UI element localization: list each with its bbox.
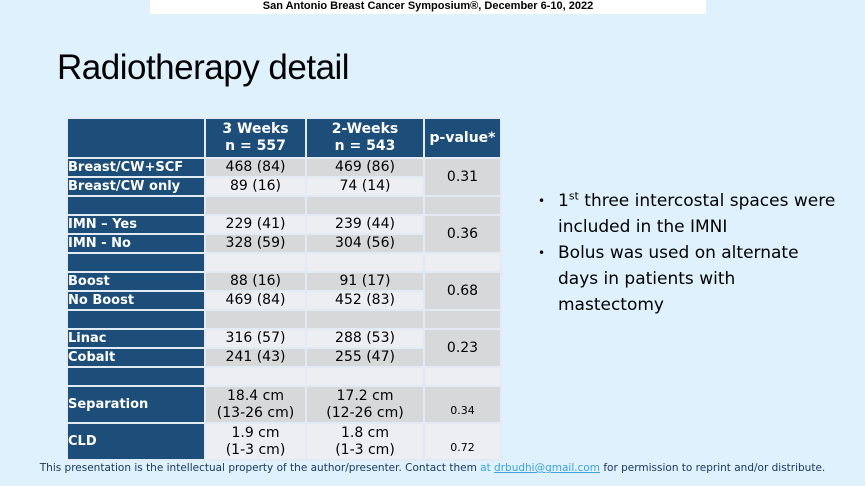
spacer-row — [66, 309, 502, 330]
footer-text-pre: This presentation is the intellectual pr… — [39, 462, 481, 474]
conference-header-band: San Antonio Breast Cancer Symposium®, De… — [150, 0, 706, 14]
footer-text-post: for permission to reprint and/or distrib… — [600, 462, 826, 474]
value-2weeks: 469 (86) — [305, 157, 425, 178]
spacer-row — [66, 252, 502, 273]
table-row: Breast/CW only 89 (16) 74 (14) — [66, 176, 501, 197]
table-row: CLD 1.9 cm (1-3 cm) 1.8 cm (1-3 cm) 0.72 — [66, 422, 502, 461]
footer-disclaimer: This presentation is the intellectual pr… — [0, 462, 865, 474]
value-2weeks: 1.8 cm (1-3 cm) — [305, 422, 425, 461]
value-3weeks: 89 (16) — [204, 176, 307, 197]
p-value-cell: 0.34 — [423, 385, 502, 424]
bullet-text: Bolus was used on alternate days in pati… — [558, 243, 799, 315]
value-3weeks: 328 (59) — [204, 233, 307, 254]
spacer-row — [66, 195, 502, 216]
value-3weeks: 469 (84) — [204, 290, 307, 311]
col-header-2weeks: 2-Weeks n = 543 — [305, 117, 425, 159]
bullet-text: 1st three intercostal spaces were includ… — [558, 189, 836, 237]
bullet-list: • 1st three intercostal spaces were incl… — [538, 188, 838, 318]
value-3weeks: 229 (41) — [204, 214, 307, 235]
p-value-cell: 0.36 — [423, 214, 502, 254]
table-row: Cobalt 241 (43) 255 (47) — [66, 347, 501, 368]
bullet-item-imni: • 1st three intercostal spaces were incl… — [538, 188, 838, 240]
col-header-3weeks: 3 Weeks n = 557 — [204, 117, 307, 159]
value-2weeks: 74 (14) — [305, 176, 425, 197]
value-2weeks: 239 (44) — [305, 214, 425, 235]
col-header-pvalue: p-value* — [423, 117, 502, 159]
value-3weeks: 241 (43) — [204, 347, 307, 368]
value-3weeks: 88 (16) — [204, 271, 307, 292]
bullet-dot: • — [538, 246, 546, 260]
table-corner-cell — [66, 117, 206, 159]
value-2weeks: 304 (56) — [305, 233, 425, 254]
value-2weeks: 452 (83) — [305, 290, 425, 311]
row-label: IMN - No — [66, 233, 206, 254]
bullet-item-bolus: • Bolus was used on alternate days in pa… — [538, 240, 838, 318]
conference-header: San Antonio Breast Cancer Symposium®, De… — [262, 0, 594, 12]
row-label: Breast/CW+SCF — [66, 157, 206, 178]
slide-title: Radiotherapy detail — [57, 48, 350, 87]
table-row: Separation 18.4 cm (13-26 cm) 17.2 cm (12-… — [66, 385, 502, 424]
bullet-dot: • — [538, 194, 546, 208]
row-label: Separation — [66, 385, 206, 424]
footer-at: at — [480, 462, 495, 474]
row-label: No Boost — [66, 290, 206, 311]
p-value-cell: 0.72 — [423, 422, 502, 461]
value-2weeks: 288 (53) — [305, 328, 425, 349]
radiotherapy-table: 3 Weeks n = 557 2-Weeks n = 543 p-value* B… — [66, 117, 502, 461]
value-2weeks: 17.2 cm (12-26 cm) — [305, 385, 425, 424]
table-row: IMN - No 328 (59) 304 (56) — [66, 233, 501, 254]
spacer-row — [66, 366, 502, 387]
table-row: No Boost 469 (84) 452 (83) — [66, 290, 501, 311]
value-2weeks: 91 (17) — [305, 271, 425, 292]
table-row: Breast/CW+SCF 468 (84) 469 (86) 0.31 — [66, 157, 502, 197]
value-3weeks: 1.9 cm (1-3 cm) — [204, 422, 307, 461]
row-label: Breast/CW only — [66, 176, 206, 197]
p-value-cell: 0.23 — [423, 328, 502, 368]
row-label: IMN – Yes — [66, 214, 206, 235]
value-2weeks: 255 (47) — [305, 347, 425, 368]
value-3weeks: 468 (84) — [204, 157, 307, 178]
email-link[interactable]: drbudhi@gmail.com — [494, 462, 601, 474]
row-label: CLD — [66, 422, 206, 461]
table-header-row: 3 Weeks n = 557 2-Weeks n = 543 p-value* — [66, 117, 502, 159]
row-label: Cobalt — [66, 347, 206, 368]
p-value-cell: 0.31 — [423, 157, 502, 197]
p-value-cell: 0.68 — [423, 271, 502, 311]
row-label: Linac — [66, 328, 206, 349]
value-3weeks: 316 (57) — [204, 328, 307, 349]
row-label: Boost — [66, 271, 206, 292]
value-3weeks: 18.4 cm (13-26 cm) — [204, 385, 307, 424]
table-row: Linac 316 (57) 288 (53) 0.23 — [66, 328, 502, 368]
table-row: IMN – Yes 229 (41) 239 (44) 0.36 — [66, 214, 502, 254]
table-row: Boost 88 (16) 91 (17) 0.68 — [66, 271, 502, 311]
